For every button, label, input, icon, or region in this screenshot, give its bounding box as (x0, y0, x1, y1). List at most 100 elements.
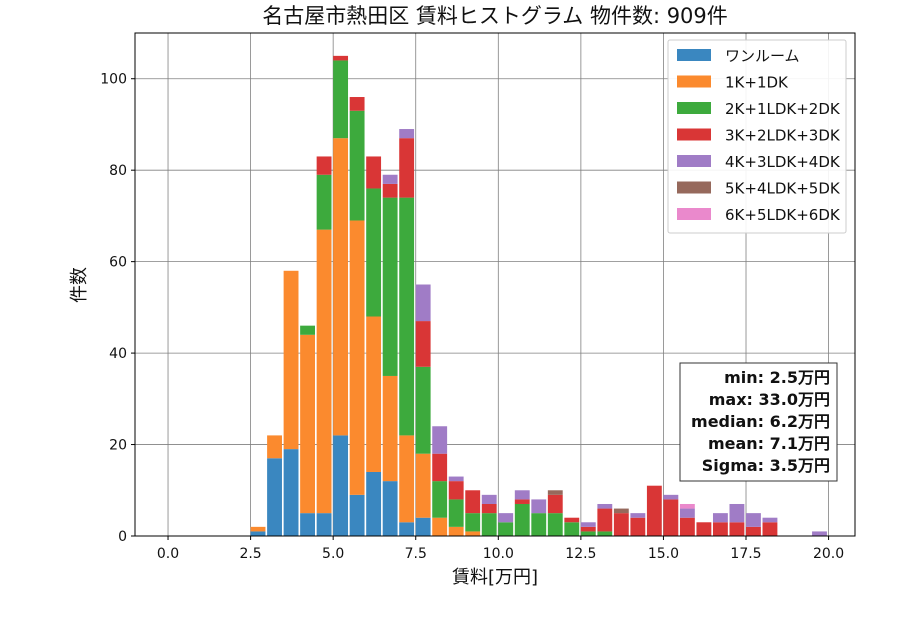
y-tick-label: 0 (118, 529, 127, 545)
bar-segment-3 (316, 174, 332, 230)
bar-segment-4 (333, 55, 349, 61)
bar-segment-3 (498, 522, 514, 536)
bar-segment-3 (382, 197, 398, 376)
chart-title: 名古屋市熱田区 賃料ヒストグラム 物件数: 909件 (262, 4, 728, 28)
bar-segment-4 (762, 522, 778, 536)
legend-label: 1K+1DK (725, 74, 789, 92)
bar-segment-5 (382, 174, 398, 184)
x-tick-label: 2.5 (239, 546, 261, 562)
bar-segment-1 (283, 449, 299, 536)
bar-segment-5 (399, 129, 415, 139)
bar-segment-4 (399, 138, 415, 198)
bar-segment-3 (564, 522, 580, 536)
stats-line: Sigma: 3.5万円 (702, 456, 830, 475)
x-tick-labels: 0.0 2.5 5.0 7.5 10.0 12.5 15.0 17.5 20.0 (157, 536, 844, 562)
plot-frame (134, 32, 856, 537)
bar-segment-7 (679, 503, 695, 509)
bar-segment-4 (432, 453, 448, 482)
y-tick-label: 100 (100, 72, 127, 88)
stats-line: min: 2.5万円 (724, 368, 830, 387)
bar-segment-4 (382, 183, 398, 198)
bar-segment-2 (316, 229, 332, 514)
bar-segment-5 (415, 284, 431, 322)
bar-segment-4 (481, 503, 497, 514)
y-tick-label: 80 (109, 163, 127, 179)
legend-frame (667, 39, 847, 234)
bar-segment-4 (729, 522, 745, 536)
bar-segment-3 (531, 513, 547, 536)
x-tick-label: 20.0 (813, 546, 844, 562)
legend-label: 2K+1LDK+2DK (725, 100, 841, 118)
legend-swatch (677, 155, 711, 167)
bar-segment-1 (250, 531, 266, 536)
bar-segment-3 (547, 513, 563, 536)
y-tick-labels: 0 20 40 60 80 100 (100, 72, 135, 545)
bars-group (250, 55, 827, 536)
bar-segment-4 (366, 156, 382, 189)
bar-segment-1 (349, 494, 365, 536)
bar-segment-4 (746, 526, 761, 536)
legend-swatch (677, 49, 711, 61)
bar-segment-5 (432, 426, 448, 454)
bar-segment-5 (712, 513, 728, 523)
legend-swatch (677, 181, 711, 194)
y-tick-label: 40 (109, 346, 127, 362)
bar-segment-1 (316, 513, 332, 536)
x-axis-label: 賃料[万円] (452, 567, 538, 588)
bar-segment-4 (580, 526, 596, 532)
bar-segment-3 (349, 110, 365, 221)
bar-segment-2 (465, 531, 481, 536)
bar-segment-5 (580, 522, 596, 527)
bar-segment-2 (333, 138, 349, 436)
bar-segment-2 (432, 517, 448, 536)
x-tick-label: 5.0 (322, 546, 344, 562)
bar-segment-4 (679, 517, 695, 536)
bar-segment-5 (729, 503, 745, 523)
bar-segment-1 (333, 435, 349, 536)
bar-segment-2 (399, 435, 415, 523)
bar-segment-4 (646, 485, 662, 536)
legend-label: 3K+2LDK+3DK (725, 127, 841, 145)
bar-segment-2 (415, 453, 431, 518)
bar-segment-4 (448, 481, 464, 500)
bar-segment-2 (250, 526, 266, 532)
bar-segment-5 (481, 494, 497, 504)
bar-segment-4 (712, 522, 728, 536)
bar-segment-3 (399, 197, 415, 436)
bar-segment-6 (547, 490, 563, 495)
bar-segment-5 (597, 503, 613, 509)
bar-segment-2 (300, 334, 315, 514)
bar-segment-6 (613, 508, 629, 514)
legend-label: 4K+3LDK+4DK (725, 153, 841, 171)
bar-segment-3 (597, 531, 613, 536)
bar-segment-4 (613, 513, 629, 536)
legend-label: ワンルーム (725, 47, 800, 65)
legend-swatch (677, 75, 711, 88)
bar-segment-1 (399, 522, 415, 536)
bar-segment-4 (415, 321, 431, 367)
bar-segment-3 (481, 513, 497, 536)
bar-segment-3 (465, 513, 481, 532)
legend-label: 6K+5LDK+6DK (725, 206, 841, 224)
x-tick-label: 10.0 (483, 546, 514, 562)
bar-segment-1 (267, 458, 282, 536)
bar-segment-1 (382, 481, 398, 536)
bar-segment-5 (498, 513, 514, 523)
bar-segment-4 (630, 517, 646, 536)
bar-segment-4 (465, 490, 481, 514)
legend-label: 5K+4LDK+5DK (725, 180, 841, 198)
bar-segment-5 (679, 508, 695, 518)
bar-segment-2 (267, 435, 282, 459)
stats-line: median: 6.2万円 (691, 412, 830, 431)
bar-segment-2 (448, 526, 464, 536)
bar-segment-3 (580, 531, 596, 536)
bar-segment-4 (316, 156, 332, 175)
bar-segment-3 (432, 481, 448, 518)
bar-segment-2 (283, 270, 299, 450)
bar-segment-5 (746, 513, 761, 527)
bar-segment-4 (514, 499, 530, 504)
bar-segment-4 (564, 517, 580, 523)
bar-segment-5 (812, 531, 827, 536)
bar-segment-2 (366, 316, 382, 472)
